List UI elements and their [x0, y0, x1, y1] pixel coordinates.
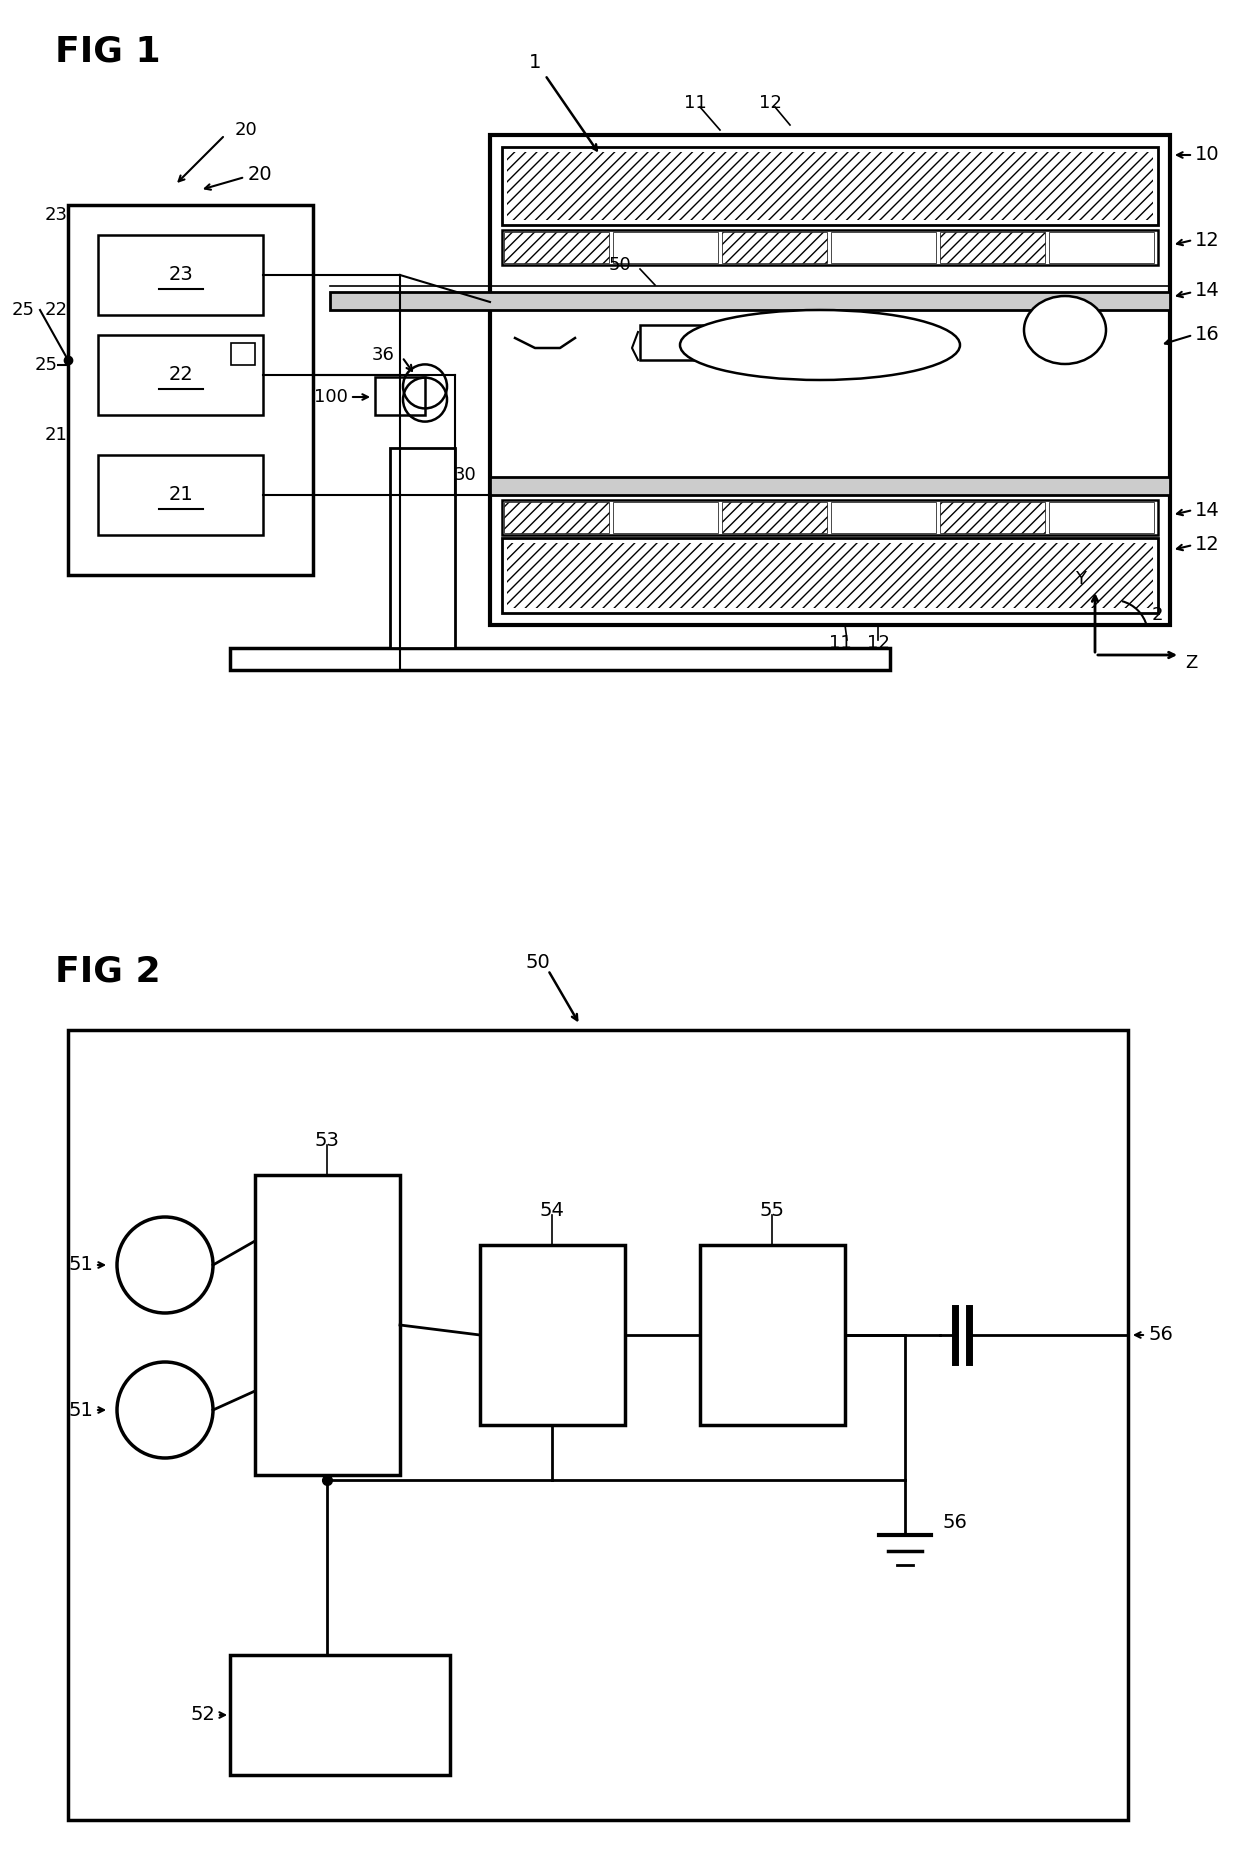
Text: 12: 12 — [867, 634, 889, 651]
Text: FIG 1: FIG 1 — [55, 35, 161, 69]
Bar — [502, 538, 1158, 612]
Text: 36: 36 — [372, 347, 396, 364]
Text: 51: 51 — [68, 1256, 93, 1274]
Text: 11: 11 — [683, 95, 707, 111]
Bar — [68, 206, 312, 575]
Bar — [503, 503, 609, 532]
Bar — [503, 232, 609, 263]
Bar — [490, 477, 1171, 495]
Text: 10: 10 — [1195, 145, 1220, 165]
Text: 30: 30 — [454, 466, 476, 484]
Bar — [613, 503, 718, 532]
Text: 51: 51 — [68, 1401, 93, 1419]
Bar — [507, 544, 1153, 608]
Bar — [98, 454, 263, 534]
Bar — [831, 232, 936, 263]
Bar — [229, 1655, 450, 1775]
Bar — [330, 291, 1171, 310]
Bar — [1049, 503, 1154, 532]
Text: 54: 54 — [539, 1200, 564, 1219]
Bar — [940, 503, 1045, 532]
Text: 53: 53 — [315, 1130, 340, 1150]
Bar — [507, 152, 1153, 221]
Text: 100: 100 — [314, 388, 348, 406]
Text: 14: 14 — [1195, 501, 1220, 519]
Text: 14: 14 — [1195, 280, 1220, 299]
Ellipse shape — [1024, 297, 1106, 364]
Text: FIG 2: FIG 2 — [55, 955, 161, 989]
Text: 52: 52 — [190, 1705, 215, 1725]
Text: 25: 25 — [35, 356, 58, 375]
Text: 55: 55 — [759, 1200, 785, 1219]
Bar — [231, 343, 255, 365]
Bar — [940, 232, 1045, 263]
Text: 56: 56 — [942, 1514, 968, 1532]
Bar — [255, 1174, 401, 1475]
Bar — [722, 503, 827, 532]
Text: 21: 21 — [45, 427, 68, 443]
Bar — [391, 449, 455, 647]
Bar — [502, 501, 1158, 534]
Bar — [68, 1030, 1128, 1820]
Text: 1: 1 — [528, 54, 541, 72]
Text: 21: 21 — [169, 486, 193, 505]
Bar — [502, 230, 1158, 265]
Text: 11: 11 — [828, 634, 852, 651]
Text: 50: 50 — [609, 256, 631, 275]
Text: Y: Y — [1075, 569, 1086, 588]
Text: 23: 23 — [45, 206, 68, 224]
Ellipse shape — [680, 310, 960, 380]
Bar — [640, 325, 715, 360]
Text: Z: Z — [1185, 655, 1197, 672]
Bar — [502, 147, 1158, 224]
Text: 25: 25 — [12, 301, 35, 319]
Text: 23: 23 — [169, 265, 193, 284]
Bar — [1049, 232, 1154, 263]
Text: 22: 22 — [169, 365, 193, 384]
Bar — [98, 236, 263, 315]
Bar — [480, 1245, 625, 1425]
Text: 12: 12 — [1195, 536, 1220, 555]
Bar — [831, 503, 936, 532]
Text: 2: 2 — [1151, 607, 1163, 623]
Text: 20: 20 — [236, 121, 258, 139]
Text: 12: 12 — [759, 95, 781, 111]
Bar — [374, 377, 425, 416]
Text: 12: 12 — [1195, 230, 1220, 250]
Text: 56: 56 — [1148, 1326, 1173, 1345]
Text: 16: 16 — [1195, 325, 1220, 345]
Bar — [98, 336, 263, 416]
Bar — [490, 135, 1171, 625]
Bar — [229, 647, 890, 670]
Bar — [701, 1245, 844, 1425]
Bar — [722, 232, 827, 263]
Bar — [613, 232, 718, 263]
Text: 20: 20 — [248, 165, 273, 184]
Text: 22: 22 — [45, 301, 68, 319]
Text: 50: 50 — [526, 952, 551, 972]
